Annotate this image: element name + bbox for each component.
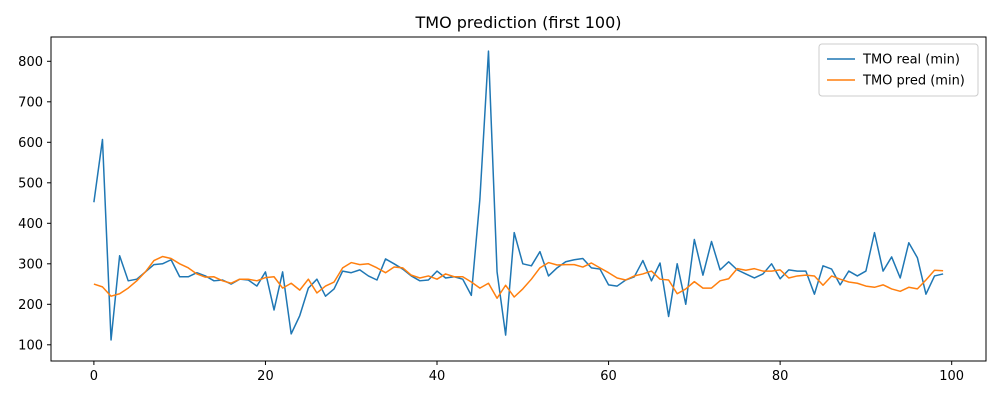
legend: TMO real (min) TMO pred (min) — [818, 43, 979, 97]
y-tick-label: 500 — [18, 176, 43, 191]
ticks-layer: 0 20 40 60 80 100 100 200 300 400 500 600 700 800 — [18, 55, 964, 384]
x-tick-label: 60 — [600, 369, 617, 384]
y-tick-label: 600 — [18, 136, 43, 151]
y-tick-label: 300 — [18, 257, 43, 272]
y-tick-label: 700 — [18, 95, 43, 110]
x-tick-label: 0 — [90, 369, 98, 384]
series-layer — [93, 50, 944, 341]
x-tick-label: 100 — [939, 369, 964, 384]
x-tick-label: 80 — [772, 369, 789, 384]
series-line-pred — [93, 255, 944, 299]
y-tick-label: 400 — [18, 217, 43, 232]
series-line-real — [93, 50, 944, 341]
x-tick-label: 40 — [429, 369, 446, 384]
y-tick-label: 100 — [18, 338, 43, 353]
axes-frame — [50, 36, 987, 362]
legend-label: TMO pred (min) — [862, 74, 965, 89]
legend-box — [818, 43, 979, 97]
y-tick-label: 800 — [18, 55, 43, 70]
x-tick-label: 20 — [257, 369, 274, 384]
chart-title: TMO prediction (first 100) — [415, 13, 622, 32]
y-tick-label: 200 — [18, 298, 43, 313]
legend-label: TMO real (min) — [862, 53, 960, 68]
